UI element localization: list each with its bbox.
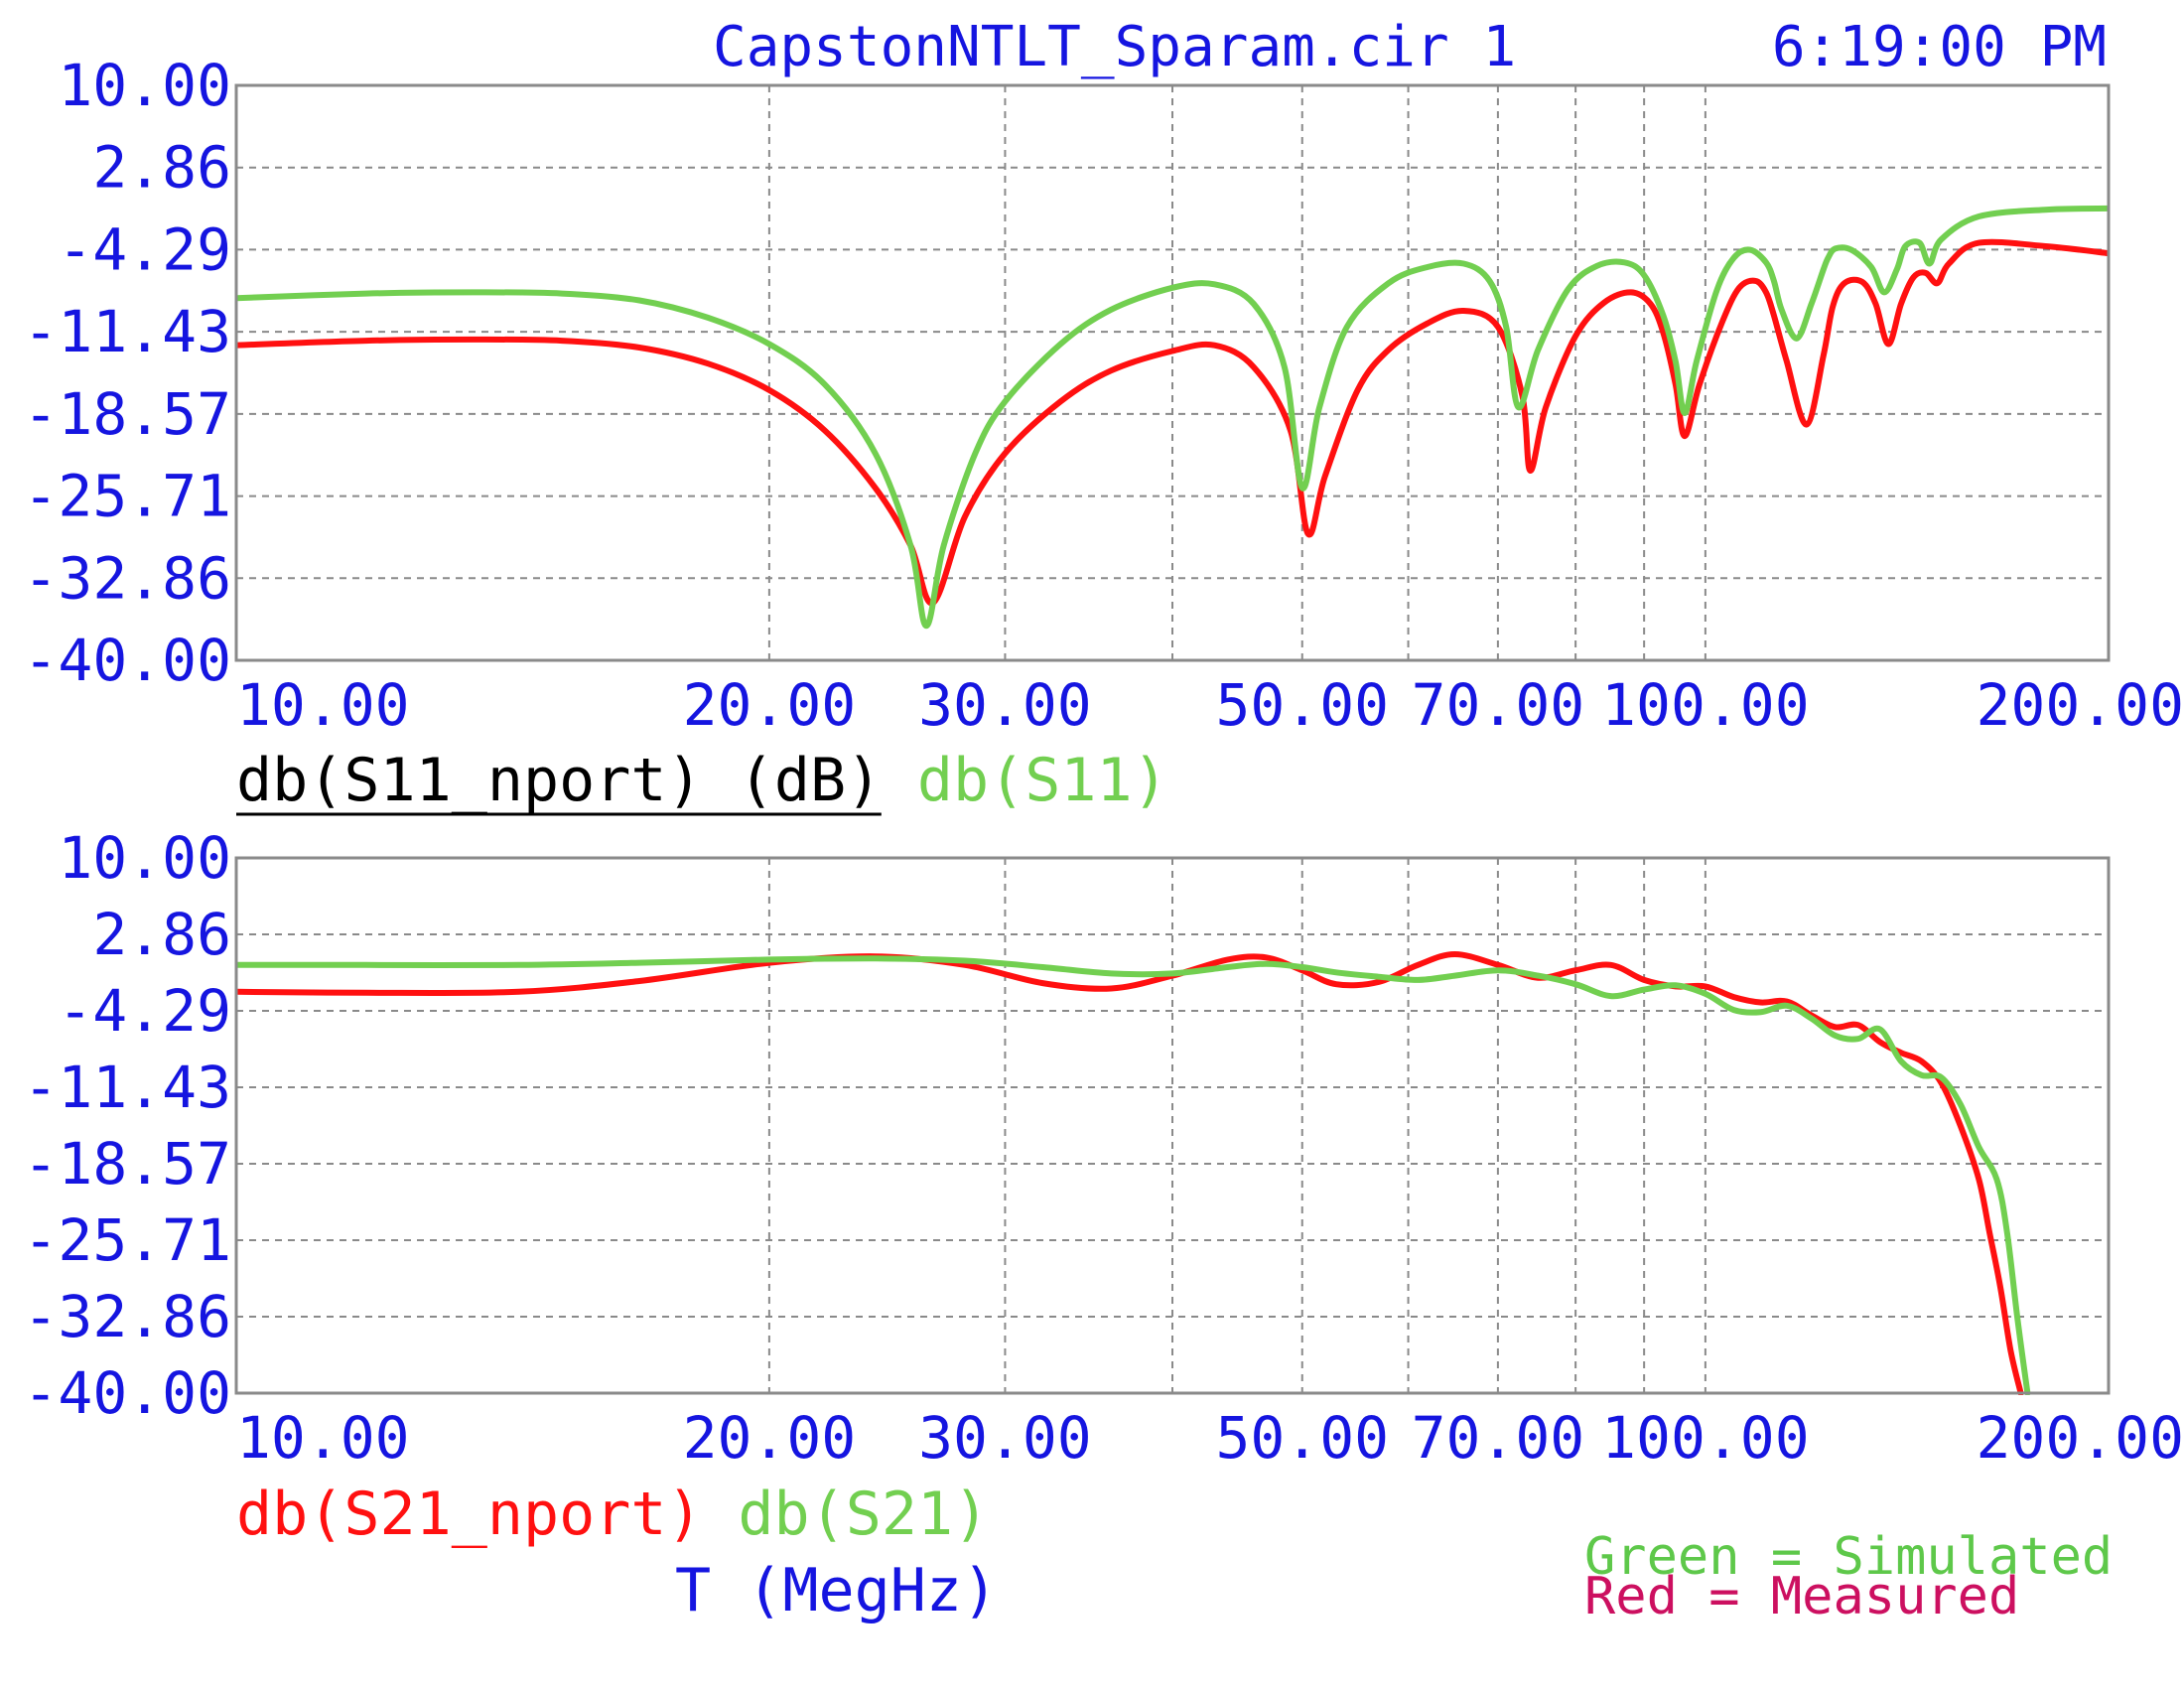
- s11-y-tick-label: -11.43: [23, 298, 231, 365]
- series-line-db-s21-nport-: [236, 951, 2024, 1395]
- note-simulated: Green = Simulated: [1584, 1527, 2113, 1587]
- s21-y-tick-label: -40.00: [23, 1359, 231, 1427]
- series-line-db-s11-nport-: [236, 238, 2109, 607]
- s11-x-tick-label: 100.00: [1601, 671, 1810, 739]
- s11-x-tick-label: 200.00: [1976, 671, 2184, 739]
- s21-x-tick-label: 200.00: [1976, 1404, 2184, 1472]
- s21-series-group: [236, 951, 2031, 1395]
- legend-entry: db(S11): [917, 746, 1168, 815]
- s21-y-tick-label: -25.71: [23, 1206, 231, 1274]
- s21-legend: db(S21_nport) db(S21): [236, 1480, 989, 1549]
- s21-plot-frame: [234, 856, 2111, 1395]
- note-measured: Red = Measured: [1584, 1567, 2019, 1626]
- legend-entry: db(S11_nport) (dB): [236, 746, 882, 815]
- s11-y-tick-label: 2.86: [92, 134, 231, 202]
- s21-x-tick-label: 20.00: [683, 1404, 857, 1472]
- s11-legend: db(S11_nport) (dB) db(S11): [236, 746, 1168, 816]
- s11-x-tick-label: 30.00: [918, 671, 1092, 739]
- s11-y-tick-label: -4.29: [58, 215, 231, 283]
- s11-plot: 10.00 2.86 -4.29 -11.43 -18.57 -25.71 -32.86 -4…: [23, 52, 2184, 739]
- s11-y-tick-label: -32.86: [23, 544, 231, 612]
- header-title: CapstonNTLT_Sparam.cir 1: [713, 15, 1516, 79]
- s11-y-tick-label: -40.00: [23, 627, 231, 694]
- s21-y-tick-label: 2.86: [92, 901, 231, 968]
- s21-y-tick-label: 10.00: [58, 824, 231, 892]
- s11-x-tick-label: 10.00: [236, 671, 410, 739]
- legend-entry: db(S21_nport): [236, 1480, 703, 1549]
- s11-x-tick-label: 70.00: [1412, 671, 1585, 739]
- header-time: 6:19:00 PM: [1772, 15, 2107, 79]
- s11-plot-frame: [234, 83, 2111, 662]
- s11-y-tick-label: 10.00: [58, 52, 231, 119]
- s21-y-tick-label: -18.57: [23, 1130, 231, 1198]
- s21-x-tick-label: 50.00: [1215, 1404, 1389, 1472]
- s21-x-tick-label: 100.00: [1601, 1404, 1810, 1472]
- s11-x-tick-label: 50.00: [1215, 671, 1389, 739]
- x-axis-label: T (MegHz): [675, 1556, 998, 1625]
- s21-x-tick-label: 70.00: [1412, 1404, 1585, 1472]
- s11-y-tick-label: -25.71: [23, 463, 231, 530]
- series-line-db-s21-: [236, 955, 2031, 1395]
- s21-plot: 10.00 2.86 -4.29 -11.43 -18.57 -25.71 -32.86 -4…: [23, 824, 2184, 1472]
- s21-y-tick-label: -4.29: [58, 977, 231, 1045]
- s21-x-tick-label: 30.00: [918, 1404, 1092, 1472]
- s11-x-tick-label: 20.00: [683, 671, 857, 739]
- s21-y-tick-label: -11.43: [23, 1054, 231, 1121]
- s21-y-tick-label: -32.86: [23, 1283, 231, 1350]
- s11-series-group: [236, 205, 2109, 630]
- legend-entry: db(S21): [738, 1480, 989, 1549]
- series-line-db-s11-: [236, 205, 2109, 630]
- s21-x-tick-label: 10.00: [236, 1404, 410, 1472]
- s11-y-tick-label: -18.57: [23, 380, 231, 448]
